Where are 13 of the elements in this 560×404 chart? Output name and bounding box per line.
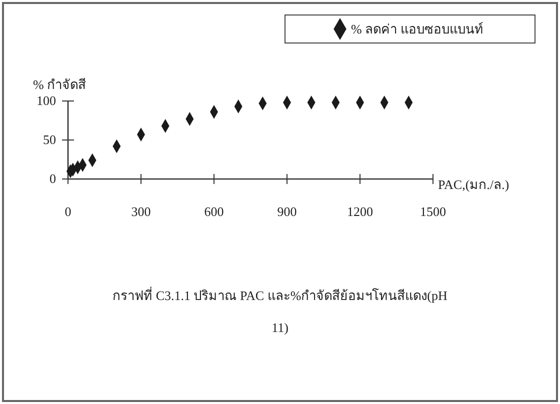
y-tick-label: 0	[50, 171, 56, 186]
y-tick-label: 50	[43, 132, 56, 147]
x-tick-label: 600	[204, 204, 224, 219]
legend-label: % ลดค่า แอบซอบแบนท์	[351, 22, 484, 36]
x-tick-label: 300	[131, 204, 151, 219]
x-tick-label: 1200	[347, 204, 373, 219]
y-axis-title: % กำจัดสี	[33, 77, 86, 92]
x-axis-title: PAC,(มก./ล.)	[438, 177, 510, 192]
text: กราฟที่ C3.1.1 ปริมาณ PAC และ%กำจัดสีย้อมฯโทนสีแดง(pH 11)	[112, 288, 448, 335]
x-tick-label: 900	[277, 204, 297, 219]
x-tick-label: 0	[64, 204, 72, 219]
y-tick-label: 100	[36, 93, 56, 108]
x-tick-label: 1500	[420, 204, 446, 219]
